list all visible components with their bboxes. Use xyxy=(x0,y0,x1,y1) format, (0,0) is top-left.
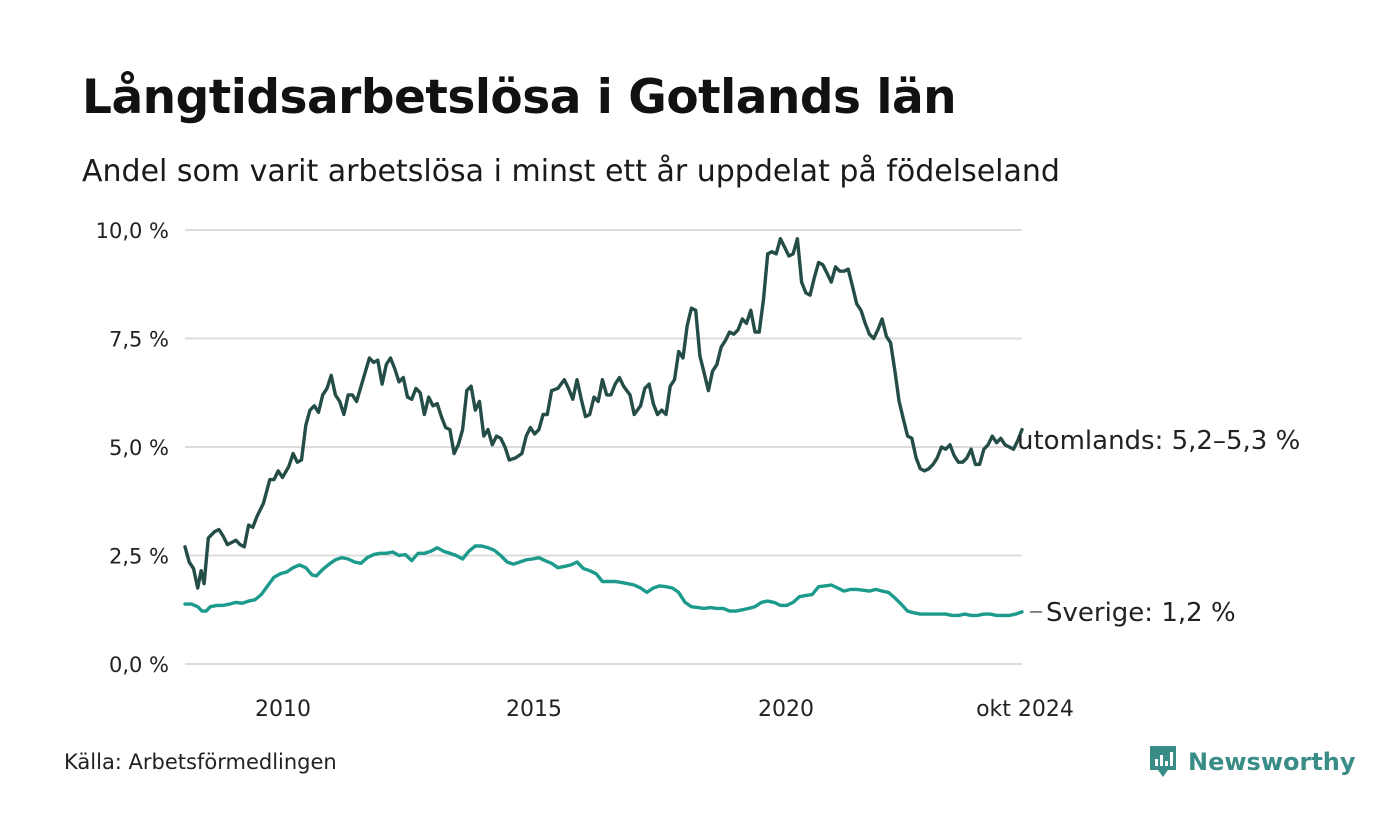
y-axis-tick-labels: 0,0 % 2,5 % 5,0 % 7,5 % 10,0 % xyxy=(96,219,169,677)
brand-logo[interactable]: Newsworthy xyxy=(1148,742,1356,782)
brand-name: Newsworthy xyxy=(1188,748,1356,776)
series-lines xyxy=(183,237,1024,618)
y-tick-label: 7,5 % xyxy=(109,328,169,352)
y-tick-label: 5,0 % xyxy=(109,436,169,460)
series-end-labels: utomlands: 5,2–5,3 % Sverige: 1,2 % xyxy=(1017,426,1300,628)
page-title: Långtidsarbetslösa i Gotlands län xyxy=(82,70,957,125)
y-tick-label: 0,0 % xyxy=(109,653,169,677)
series-line-utomlands xyxy=(183,237,1024,590)
chart-subtitle: Andel som varit arbetslösa i minst ett å… xyxy=(82,154,1060,189)
x-tick-label: 2020 xyxy=(758,697,814,722)
x-tick-label: okt 2024 xyxy=(976,697,1074,722)
y-tick-label: 2,5 % xyxy=(109,545,169,569)
x-tick-label: 2015 xyxy=(506,697,562,722)
series-end-label: Sverige: 1,2 % xyxy=(1046,598,1236,628)
x-tick-label: 2010 xyxy=(255,697,311,722)
series-line-sverige xyxy=(183,544,1024,618)
source-credit: Källa: Arbetsförmedlingen xyxy=(64,750,337,774)
newsworthy-chart-icon xyxy=(1150,746,1176,777)
series-end-label: utomlands: 5,2–5,3 % xyxy=(1017,426,1300,456)
gridlines xyxy=(185,229,1022,665)
y-tick-label: 10,0 % xyxy=(96,219,169,243)
x-axis-tick-labels: 2010 2015 2020 okt 2024 xyxy=(255,697,1074,722)
